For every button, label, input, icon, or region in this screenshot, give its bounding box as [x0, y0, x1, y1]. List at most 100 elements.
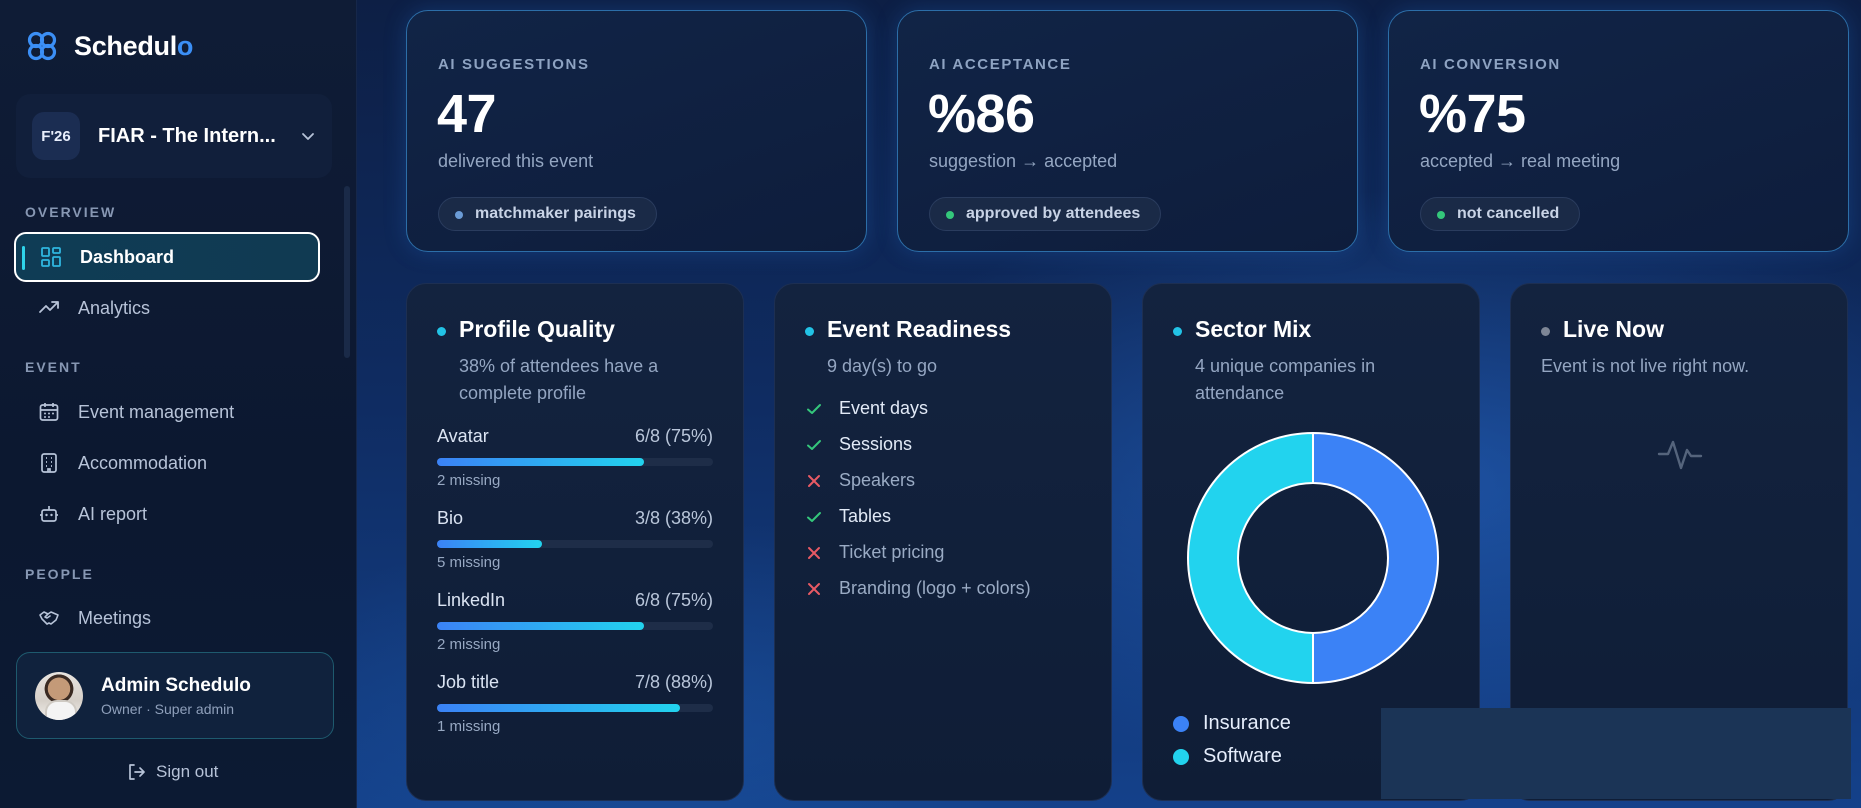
metric-missing: 5 missing [437, 554, 501, 571]
metric-value: 6/8 (75%) [634, 590, 713, 610]
kpi-value: 47 [437, 84, 497, 144]
donut-slice-software[interactable] [1187, 431, 1314, 685]
brand-name: Schedulo [74, 30, 194, 61]
event-name: FIAR - The Intern... [98, 124, 276, 147]
readiness-item-speakers: Speakers [805, 470, 915, 491]
readiness-item-tables: Tables [805, 506, 891, 527]
status-badge: matchmaker pairings [438, 197, 657, 231]
brand[interactable]: Schedulo [24, 28, 193, 64]
nav-item-meetings[interactable]: Meetings [14, 593, 320, 643]
kpi-subtitle: delivered this event [438, 151, 594, 171]
donut-slice-insurance[interactable] [1312, 431, 1439, 685]
legend-label: Software [1203, 745, 1282, 767]
sidebar: Schedulo F'26 FIAR - The Intern... OVERV… [0, 0, 357, 808]
profile-metric-bio: Bio 3/8 (38%) 5 missing [437, 508, 713, 571]
status-badge: not cancelled [1420, 197, 1581, 231]
kpi-subtitle: accepted → real meeting [1420, 151, 1621, 171]
event-selector[interactable]: F'26 FIAR - The Intern... [16, 94, 332, 178]
section-label-event: EVENT [25, 359, 82, 375]
nav-label-dashboard: Dashboard [80, 246, 175, 267]
profile-quality-card: Profile Quality 38% of attendees have a … [406, 283, 744, 801]
main-content: AI SUGGESTIONS 47 delivered this event m… [357, 0, 1861, 808]
chevron-down-icon [302, 133, 314, 140]
metric-value: 7/8 (88%) [634, 672, 713, 692]
x-icon [808, 474, 820, 487]
legend-item-insurance: Insurance [1173, 712, 1291, 735]
check-icon [807, 439, 821, 450]
status-dot [1437, 211, 1445, 219]
readiness-item-event-days: Event days [805, 398, 928, 419]
overlay-panel [1381, 708, 1851, 799]
kpi-card-ai-suggestions: AI SUGGESTIONS 47 delivered this event m… [406, 10, 867, 252]
legend-swatch [1173, 748, 1189, 765]
dashboard-icon [41, 247, 61, 267]
status-dot [946, 211, 954, 219]
card-indicator-dot [805, 327, 814, 336]
card-subtitle: 9 day(s) to go [827, 356, 938, 376]
section-label-overview: OVERVIEW [25, 204, 117, 220]
sidebar-scrollbar[interactable] [344, 186, 350, 358]
sector-donut-chart [1187, 431, 1439, 685]
card-title: Sector Mix [1195, 316, 1312, 342]
metric-value: 6/8 (75%) [634, 426, 713, 446]
metric-value: 3/8 (38%) [634, 508, 713, 528]
metric-label: Bio [437, 508, 464, 528]
sign-out-label: Sign out [156, 762, 219, 781]
nav-label-ai-report: AI report [78, 503, 148, 524]
kpi-card-ai-conversion: AI CONVERSION %75 accepted → real meetin… [1388, 10, 1849, 252]
nav-label-accommodation: Accommodation [78, 452, 208, 473]
sign-out-button[interactable]: Sign out [126, 762, 218, 782]
kpi-subtitle: suggestion → accepted [929, 151, 1118, 171]
status-badge: approved by attendees [929, 197, 1162, 231]
metric-missing: 2 missing [437, 472, 501, 489]
card-title: Event Readiness [827, 316, 1012, 342]
progress-bar [437, 622, 713, 630]
logout-icon [129, 764, 145, 780]
profile-metric-job-title: Job title 7/8 (88%) 1 missing [437, 672, 713, 735]
event-readiness-card: Event Readiness 9 day(s) to go Event day… [774, 283, 1112, 801]
x-icon [808, 582, 820, 595]
user-card[interactable]: Admin Schedulo Owner · Super admin [16, 652, 334, 739]
status-dot [455, 211, 463, 219]
live-status-dot [1541, 327, 1550, 336]
kpi-label: AI CONVERSION [1420, 56, 1561, 73]
card-title: Profile Quality [459, 316, 615, 342]
user-name: Admin Schedulo [101, 674, 251, 696]
card-indicator-dot [1173, 327, 1182, 336]
progress-bar-fill [437, 540, 542, 548]
nav-item-ai-report[interactable]: AI report [14, 489, 320, 539]
card-subtitle: 38% of attendees have a complete profile [459, 356, 659, 403]
robot-icon [40, 506, 58, 522]
check-icon [807, 511, 821, 522]
metric-missing: 2 missing [437, 636, 501, 653]
nav-label-event-management: Event management [78, 401, 235, 422]
nav-label-meetings: Meetings [78, 607, 152, 628]
nav-item-accommodation[interactable]: Accommodation [14, 438, 320, 488]
activity-pulse-icon [1657, 440, 1703, 470]
card-subtitle: 4 unique companies in attendance [1195, 356, 1376, 403]
legend-swatch [1173, 715, 1189, 732]
kpi-value: %75 [1419, 84, 1526, 144]
kpi-card-ai-acceptance: AI ACCEPTANCE %86 suggestion → accepted … [897, 10, 1358, 252]
building-icon [41, 453, 57, 473]
nav-item-event-management[interactable]: Event management [14, 387, 320, 437]
readiness-item-sessions: Sessions [805, 434, 912, 455]
handshake-icon [39, 611, 59, 625]
check-icon [807, 403, 821, 414]
user-role: Owner · Super admin [101, 700, 235, 717]
profile-metric-linkedin: LinkedIn 6/8 (75%) 2 missing [437, 590, 713, 653]
metric-label: Avatar [437, 426, 489, 446]
card-indicator-dot [437, 327, 446, 336]
nav-item-analytics[interactable]: Analytics [14, 283, 320, 333]
kpi-label: AI ACCEPTANCE [929, 56, 1072, 73]
progress-bar [437, 458, 713, 466]
nav-item-dashboard[interactable]: Dashboard [14, 232, 320, 282]
progress-bar [437, 540, 713, 548]
profile-metric-avatar: Avatar 6/8 (75%) 2 missing [437, 426, 713, 489]
legend-label: Insurance [1203, 712, 1291, 734]
event-badge: F'26 [32, 112, 80, 160]
x-icon [808, 546, 820, 559]
progress-bar-fill [437, 622, 644, 630]
progress-bar-fill [437, 704, 680, 712]
nav-label-analytics: Analytics [78, 297, 151, 318]
